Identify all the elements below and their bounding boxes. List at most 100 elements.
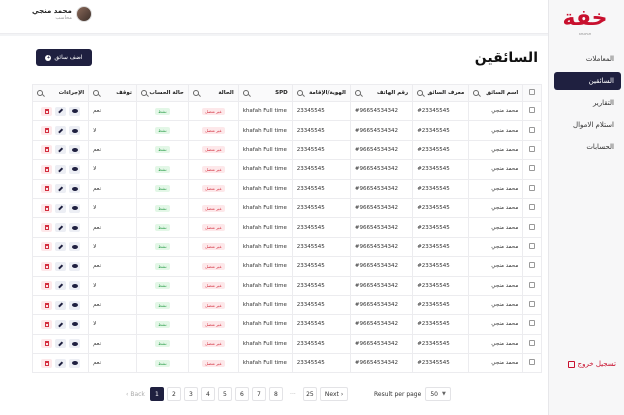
row-select[interactable] xyxy=(522,256,542,277)
select-all-checkbox[interactable] xyxy=(529,89,536,95)
search-icon[interactable] xyxy=(37,90,43,96)
delete-button[interactable] xyxy=(41,145,53,155)
search-icon[interactable] xyxy=(417,90,424,96)
row-checkbox[interactable] xyxy=(529,320,536,327)
row-checkbox[interactable] xyxy=(529,301,536,308)
row-select[interactable] xyxy=(522,333,542,355)
page-button-1[interactable]: 1 xyxy=(149,387,164,401)
page-button-last[interactable]: 25 xyxy=(302,387,317,401)
row-checkbox[interactable] xyxy=(529,242,536,249)
row-select[interactable] xyxy=(522,197,542,219)
edit-button[interactable] xyxy=(55,319,67,329)
row-select[interactable] xyxy=(522,294,542,316)
edit-button[interactable] xyxy=(55,126,67,136)
sidebar-item-0[interactable]: المعاملات xyxy=(585,55,614,63)
row-checkbox[interactable] xyxy=(529,204,536,211)
view-button[interactable] xyxy=(69,184,81,194)
view-button[interactable] xyxy=(69,106,81,116)
row-checkbox[interactable] xyxy=(529,165,536,172)
row-select[interactable] xyxy=(522,139,542,161)
delete-button[interactable] xyxy=(41,164,53,174)
page-button-3[interactable]: 3 xyxy=(183,387,198,401)
edit-button[interactable] xyxy=(55,242,67,252)
delete-button[interactable] xyxy=(41,261,53,271)
view-button[interactable] xyxy=(69,164,81,174)
search-icon[interactable] xyxy=(354,90,361,96)
row-select[interactable] xyxy=(522,159,542,180)
rows-per-page-select[interactable]: 50 ▼ xyxy=(425,387,451,401)
view-button[interactable] xyxy=(69,319,81,329)
view-button[interactable] xyxy=(69,145,81,155)
row-select[interactable] xyxy=(522,314,542,335)
logout-button[interactable]: تسجيل خروج xyxy=(567,360,616,368)
page-button-5[interactable]: 5 xyxy=(217,387,232,401)
delete-button[interactable] xyxy=(41,358,53,368)
delete-button[interactable] xyxy=(41,281,53,291)
row-select[interactable] xyxy=(522,353,542,374)
edit-button[interactable] xyxy=(55,145,67,155)
row-select[interactable] xyxy=(522,100,542,122)
row-checkbox[interactable] xyxy=(529,223,536,230)
search-icon[interactable] xyxy=(296,90,303,96)
row-checkbox[interactable] xyxy=(529,359,536,366)
row-select[interactable] xyxy=(522,178,542,199)
page-button-7[interactable]: 7 xyxy=(251,387,266,401)
search-icon[interactable] xyxy=(473,90,480,96)
row-checkbox[interactable] xyxy=(529,107,536,114)
brand-logo[interactable]: خفة KHAFAH xyxy=(560,6,610,38)
sidebar-item-3[interactable]: استلام الاموال xyxy=(573,121,614,129)
view-button[interactable] xyxy=(69,242,81,252)
delete-button[interactable] xyxy=(41,203,53,213)
sidebar-item-4[interactable]: الحسابات xyxy=(586,143,614,151)
view-button[interactable] xyxy=(69,126,81,136)
row-select[interactable] xyxy=(522,217,542,238)
view-button[interactable] xyxy=(69,261,81,271)
sidebar-item-2[interactable]: التقارير xyxy=(592,99,614,107)
view-button[interactable] xyxy=(69,358,81,368)
edit-button[interactable] xyxy=(55,281,67,291)
row-select[interactable] xyxy=(522,236,542,258)
pagination-back-button[interactable]: ‹ Back xyxy=(124,387,147,401)
delete-button[interactable] xyxy=(41,223,53,233)
edit-button[interactable] xyxy=(55,300,67,310)
search-icon[interactable] xyxy=(93,90,100,96)
search-icon[interactable] xyxy=(140,90,147,96)
row-checkbox[interactable] xyxy=(529,184,536,191)
delete-button[interactable] xyxy=(41,126,53,136)
search-icon[interactable] xyxy=(192,90,199,96)
edit-button[interactable] xyxy=(55,339,67,349)
row-checkbox[interactable] xyxy=(529,339,536,346)
search-icon[interactable] xyxy=(242,90,249,96)
row-select[interactable] xyxy=(522,275,542,296)
view-button[interactable] xyxy=(69,300,81,310)
edit-button[interactable] xyxy=(55,358,67,368)
edit-button[interactable] xyxy=(55,261,67,271)
page-button-4[interactable]: 4 xyxy=(200,387,215,401)
view-button[interactable] xyxy=(69,203,81,213)
page-button-2[interactable]: 2 xyxy=(166,387,181,401)
delete-button[interactable] xyxy=(41,339,53,349)
row-checkbox[interactable] xyxy=(529,262,536,269)
add-driver-button[interactable]: اضف سائق + xyxy=(36,49,92,66)
edit-button[interactable] xyxy=(55,184,67,194)
edit-button[interactable] xyxy=(55,223,67,233)
sidebar-item-1[interactable]: السائقين xyxy=(554,72,621,90)
view-button[interactable] xyxy=(69,339,81,349)
edit-button[interactable] xyxy=(55,164,67,174)
row-select[interactable] xyxy=(522,120,542,141)
edit-button[interactable] xyxy=(55,106,67,116)
delete-button[interactable] xyxy=(41,184,53,194)
pagination-next-button[interactable]: Next › xyxy=(319,387,349,401)
row-checkbox[interactable] xyxy=(529,126,536,133)
delete-button[interactable] xyxy=(41,242,53,252)
row-checkbox[interactable] xyxy=(529,145,536,152)
view-button[interactable] xyxy=(69,281,81,291)
header-select-all[interactable] xyxy=(522,84,542,102)
page-button-6[interactable]: 6 xyxy=(234,387,249,401)
view-button[interactable] xyxy=(69,223,81,233)
avatar[interactable] xyxy=(75,6,92,22)
row-checkbox[interactable] xyxy=(529,281,536,288)
user-profile[interactable]: محمد منجي محاسب xyxy=(32,6,92,22)
delete-button[interactable] xyxy=(41,319,53,329)
page-button-8[interactable]: 8 xyxy=(268,387,283,401)
